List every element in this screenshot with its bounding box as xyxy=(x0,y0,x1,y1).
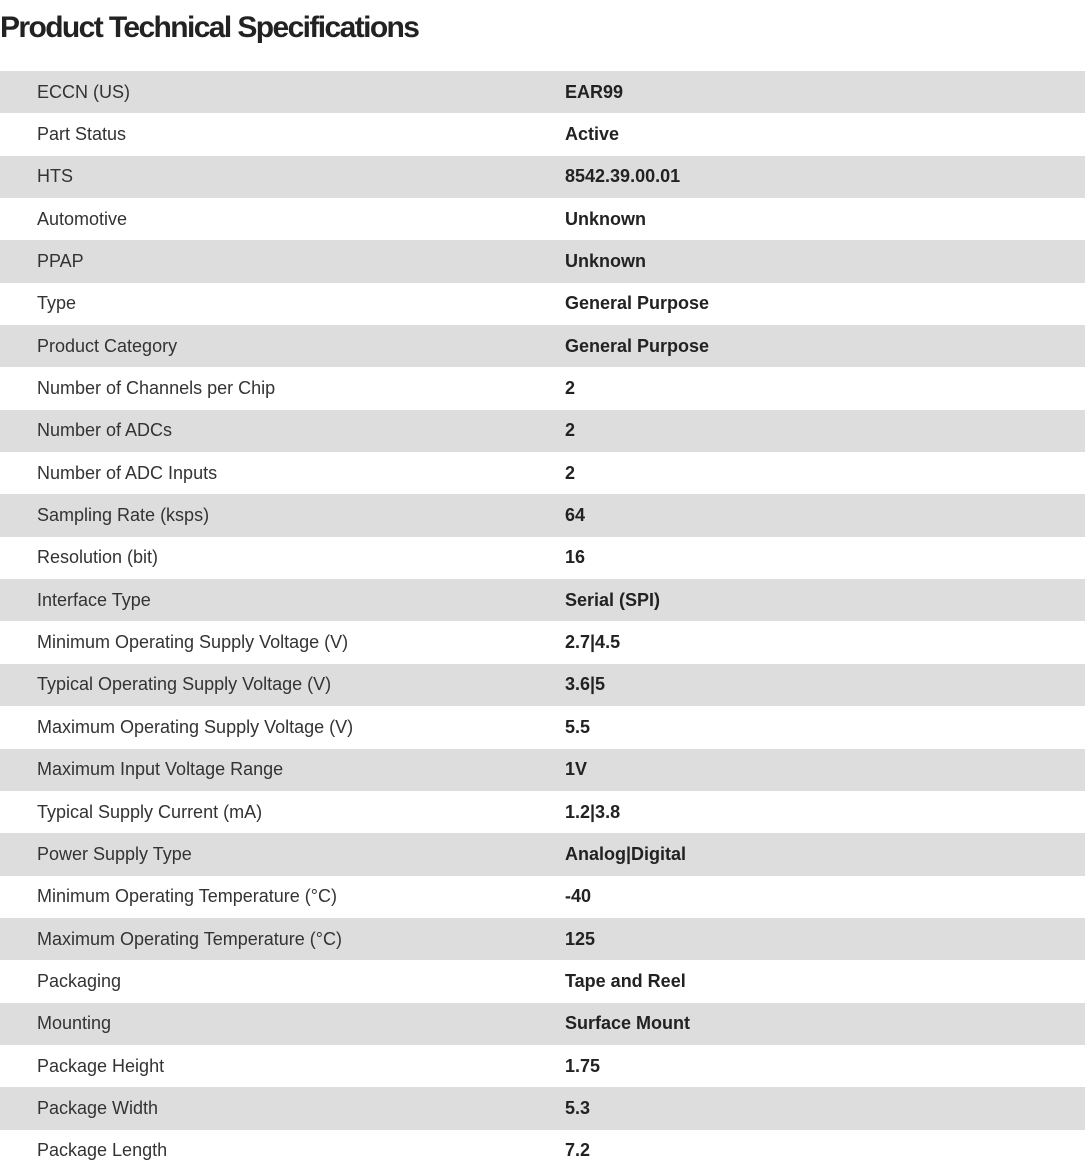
spec-row: Minimum Operating Temperature (°C) -40 xyxy=(0,876,1085,918)
spec-row: Typical Supply Current (mA) 1.2|3.8 xyxy=(0,791,1085,833)
spec-label: Automotive xyxy=(37,208,128,229)
spec-row: Sampling Rate (ksps) 64 xyxy=(0,494,1085,537)
spec-row: Number of ADC Inputs 2 xyxy=(0,452,1085,494)
spec-label: Type xyxy=(37,293,77,314)
page-title: Product Technical Specifications xyxy=(0,11,420,44)
spec-value: Tape and Reel xyxy=(565,970,686,991)
spec-value: Surface Mount xyxy=(565,1013,691,1034)
spec-row: Package Width 5.3 xyxy=(0,1087,1085,1130)
spec-label: Mounting xyxy=(37,1013,112,1034)
spec-value: 5.3 xyxy=(565,1097,591,1118)
spec-value: 64 xyxy=(565,505,586,526)
spec-value: 2 xyxy=(565,420,576,441)
spec-label: Package Length xyxy=(37,1140,168,1161)
spec-value: Analog|Digital xyxy=(565,843,687,864)
spec-row: Maximum Operating Temperature (°C) 125 xyxy=(0,917,1085,961)
spec-row: HTS 8542.39.00.01 xyxy=(0,155,1085,199)
spec-row: Packaging Tape and Reel xyxy=(0,960,1085,1002)
spec-row: Resolution (bit) 16 xyxy=(0,537,1085,579)
spec-value: 1.2|3.8 xyxy=(565,801,621,822)
spec-label: Power Supply Type xyxy=(37,843,192,864)
spec-row: Package Length 7.2 xyxy=(0,1130,1085,1172)
spec-row: Package Height 1.75 xyxy=(0,1045,1085,1087)
spec-label: Package Width xyxy=(37,1097,159,1118)
spec-label: Maximum Operating Temperature (°C) xyxy=(37,928,342,949)
spec-label: Typical Supply Current (mA) xyxy=(37,801,263,822)
spec-label: Maximum Input Voltage Range xyxy=(37,759,284,780)
spec-value: General Purpose xyxy=(565,335,710,356)
spec-label: Product Category xyxy=(37,335,178,356)
spec-label: Resolution (bit) xyxy=(37,547,159,568)
spec-value: 2.7|4.5 xyxy=(565,632,621,653)
spec-row: ECCN (US) EAR99 xyxy=(0,71,1085,114)
spec-value: EAR99 xyxy=(565,81,624,102)
spec-value: Unknown xyxy=(565,251,646,272)
spec-value: 3.6|5 xyxy=(565,674,606,695)
spec-row: Maximum Input Voltage Range 1V xyxy=(0,748,1085,791)
spec-value: 1.75 xyxy=(565,1055,601,1076)
spec-row: Minimum Operating Supply Voltage (V) 2.7|… xyxy=(0,621,1085,663)
spec-row: Interface Type Serial (SPI) xyxy=(0,579,1085,622)
spec-value: 1V xyxy=(565,759,588,780)
spec-label: Number of Channels per Chip xyxy=(37,378,276,399)
spec-value: Unknown xyxy=(565,208,646,229)
spec-row: Automotive Unknown xyxy=(0,198,1085,240)
spec-label: Packaging xyxy=(37,970,122,991)
spec-label: Minimum Operating Temperature (°C) xyxy=(37,886,337,907)
spec-value: 16 xyxy=(565,547,586,568)
spec-row: PPAP Unknown xyxy=(0,240,1085,283)
spec-label: Minimum Operating Supply Voltage (V) xyxy=(37,632,349,653)
specs-table: ECCN (US) EAR99 Part Status Active HTS 8542.3… xyxy=(0,71,1085,1172)
spec-row: Type General Purpose xyxy=(0,283,1085,325)
spec-value: Serial (SPI) xyxy=(565,589,661,610)
spec-label: Sampling Rate (ksps) xyxy=(37,505,210,526)
spec-label: Number of ADC Inputs xyxy=(37,462,218,483)
spec-value: 2 xyxy=(565,462,576,483)
spec-value: Active xyxy=(565,124,620,145)
spec-row: Mounting Surface Mount xyxy=(0,1002,1085,1045)
spec-row: Product Category General Purpose xyxy=(0,325,1085,368)
spec-label: Package Height xyxy=(37,1055,165,1076)
spec-label: Part Status xyxy=(37,124,127,145)
spec-value: 8542.39.00.01 xyxy=(565,166,681,187)
spec-value: 125 xyxy=(565,928,596,949)
spec-label: PPAP xyxy=(37,251,84,272)
spec-value: 7.2 xyxy=(565,1140,591,1161)
spec-label: Number of ADCs xyxy=(37,420,173,441)
spec-label: Interface Type xyxy=(37,589,151,610)
spec-row: Maximum Operating Supply Voltage (V) 5.5 xyxy=(0,706,1085,748)
spec-value: 5.5 xyxy=(565,716,591,737)
spec-label: ECCN (US) xyxy=(37,81,130,102)
spec-value: General Purpose xyxy=(565,293,710,314)
spec-row: Typical Operating Supply Voltage (V) 3.6|… xyxy=(0,663,1085,707)
spec-value: -40 xyxy=(565,886,592,907)
spec-label: Typical Operating Supply Voltage (V) xyxy=(37,674,332,695)
spec-row: Number of ADCs 2 xyxy=(0,409,1085,453)
spec-row: Power Supply Type Analog|Digital xyxy=(0,833,1085,876)
spec-row: Number of Channels per Chip 2 xyxy=(0,367,1085,409)
spec-label: HTS xyxy=(37,166,73,187)
spec-value: 2 xyxy=(565,378,576,399)
spec-row: Part Status Active xyxy=(0,113,1085,155)
spec-label: Maximum Operating Supply Voltage (V) xyxy=(37,716,354,737)
